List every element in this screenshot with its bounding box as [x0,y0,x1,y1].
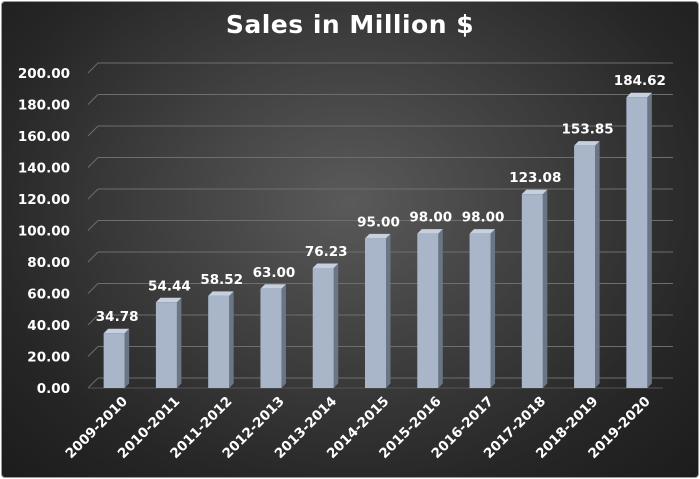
bar [208,291,234,388]
bar-top [469,229,496,234]
data-label: 76.23 [305,244,348,260]
chart-title: Sales in Million $ [225,10,475,39]
bar-top [417,229,443,234]
y-tick-label: 80.00 [27,255,70,271]
data-label: 153.85 [562,122,614,138]
bar-side [647,92,652,388]
bar [155,297,182,388]
gridline-depth [87,314,99,326]
data-label: 95.00 [357,214,400,230]
bar [103,328,130,388]
bars [103,92,652,388]
y-tick-label: 40.00 [27,318,70,334]
gridline-depth [87,251,99,263]
bar [574,141,600,388]
y-tick-label: 120.00 [18,192,70,208]
y-tick-label: 60.00 [27,287,70,303]
gridline-depth [87,346,99,357]
gridline-depth [87,125,99,137]
data-label: 58.52 [200,272,243,288]
bar [312,263,339,388]
data-labels: 34.78 54.44 58.52 63.00 76.23 95.00 98.00 98.00… [96,73,666,325]
data-label: 184.62 [614,73,666,89]
bar-front [103,333,125,388]
y-tick-label: 160.00 [18,129,70,145]
bar-side [490,229,496,388]
bar-side [542,189,548,388]
bar-top [626,92,652,98]
bar-top [521,189,548,195]
gridline-depth [87,220,99,231]
bar [626,92,652,388]
bar [469,229,496,388]
bar-side [438,229,443,388]
bar-front [312,267,334,388]
bar-side [386,233,391,388]
data-label: 54.44 [148,278,191,294]
data-label: 98.00 [462,210,505,226]
data-label: 34.78 [96,309,139,325]
y-tick-label: 20.00 [27,350,70,366]
data-label: 63.00 [253,265,296,281]
bar-top [155,297,182,303]
bar-top [103,328,130,334]
bar-side [176,297,182,388]
gridline-depth [87,62,99,74]
bar-side [595,141,600,388]
bar-front [365,238,386,388]
y-tick-label: 180.00 [18,98,70,114]
bar-side [333,263,339,388]
bar-side [281,284,286,388]
bar-front [208,295,230,388]
bar-side [124,328,130,388]
bar [260,284,286,388]
bar [365,233,391,388]
bar-front [574,145,596,388]
bar-front [469,233,491,388]
y-tick-label: 140.00 [18,161,70,177]
bar-front [155,302,177,388]
bar-top [574,141,600,146]
bar-top [208,291,234,296]
gridline-depth [87,157,99,168]
bar [521,189,548,388]
data-label: 98.00 [409,210,452,226]
y-tick-label: 0.00 [37,381,70,397]
gridline-depth [87,94,99,105]
y-tick-label: 100.00 [18,224,70,240]
data-label: 123.08 [509,170,561,186]
x-axis-ticks: 2009-20102010-20112011-20122012-20132013… [63,394,654,462]
bar-front [521,194,543,388]
y-axis-ticks: 0.00 20.00 40.00 60.00 80.00 100.00 120.00 140.… [18,66,70,397]
bar-side [229,291,234,388]
y-tick-label: 200.00 [18,66,70,82]
bar-front [626,97,648,388]
bar-front [417,233,439,388]
gridline-depth [87,283,99,294]
gridline-depth [87,188,99,200]
bar-top [260,284,286,289]
bar-front [260,288,282,388]
gridline-depth [87,377,99,389]
bar [417,229,443,388]
bar-top [312,263,339,268]
bar-top [365,233,391,239]
